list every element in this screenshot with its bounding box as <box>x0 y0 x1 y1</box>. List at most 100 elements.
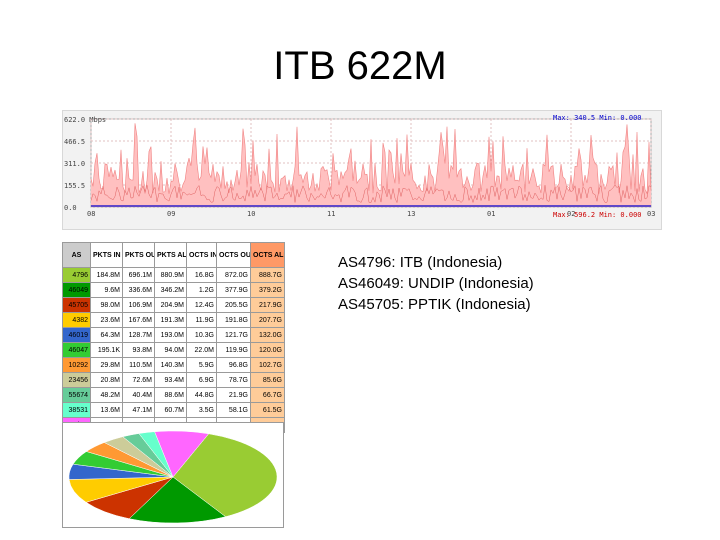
table-cell: 888.7G <box>250 267 285 283</box>
col-header-octs-in: OCTS IN <box>186 242 217 268</box>
table-cell: 121.7G <box>216 327 251 343</box>
y-tick-label: 466.5 <box>64 138 85 146</box>
table-cell: 9.6M <box>90 282 123 298</box>
y-tick-label: 622.0 Mbps <box>64 116 106 124</box>
pie-slice <box>172 433 278 517</box>
x-tick-label: 10 <box>247 210 255 218</box>
table-cell: 29.8M <box>90 357 123 373</box>
table-cell: 85.6G <box>250 372 285 388</box>
max-out-label: Max: 596.2 Min: 0.000 <box>553 211 642 219</box>
table-cell: 195.1K <box>90 342 123 358</box>
table-cell: 191.8G <box>216 312 251 328</box>
table-cell: 88.6M <box>154 387 187 403</box>
table-cell: 21.9G <box>216 387 251 403</box>
table-cell: 12.4G <box>186 297 217 313</box>
table-cell: 128.7M <box>122 327 155 343</box>
x-tick-label: 13 <box>407 210 415 218</box>
table-header-row: AS PKTS IN PKTS OUT PKTS ALL OCTS IN OCT… <box>62 242 285 268</box>
as-cell: 55674 <box>62 387 91 403</box>
table-cell: 336.6M <box>122 282 155 298</box>
table-cell: 217.9G <box>250 297 285 313</box>
table-cell: 346.2M <box>154 282 187 298</box>
table-cell: 205.5G <box>216 297 251 313</box>
legend-line: AS4796: ITB (Indonesia) <box>338 254 503 271</box>
table-cell: 1.2G <box>186 282 217 298</box>
table-cell: 184.8M <box>90 267 123 283</box>
table-cell: 58.1G <box>216 402 251 418</box>
max-in-label: Max: 340.5 Min: 0.000 <box>553 114 642 122</box>
as-cell: 46019 <box>62 327 91 343</box>
legend-line: AS45705: PPTIK (Indonesia) <box>338 296 531 313</box>
table-cell: 13.6M <box>90 402 123 418</box>
table-cell: 6.9G <box>186 372 217 388</box>
table-cell: 132.0G <box>250 327 285 343</box>
as-cell: 23456 <box>62 372 91 388</box>
table-row: 55674 48.2M 40.4M 88.6M 44.8G 21.9G 66.7G <box>62 387 285 403</box>
table-row: 23456 20.8M 72.6M 93.4M 6.9G 78.7G 85.6G <box>62 372 285 388</box>
table-cell: 5.9G <box>186 357 217 373</box>
table-cell: 696.1M <box>122 267 155 283</box>
table-cell: 48.2M <box>90 387 123 403</box>
table-cell: 120.0G <box>250 342 285 358</box>
x-tick-label: 08 <box>87 210 95 218</box>
as-cell: 4796 <box>62 267 91 283</box>
table-row: 10292 29.8M 110.5M 140.3M 5.9G 96.8G 102.7G <box>62 357 285 373</box>
pie-svg <box>68 430 278 524</box>
table-cell: 102.7G <box>250 357 285 373</box>
table-cell: 11.9G <box>186 312 217 328</box>
table-cell: 207.7G <box>250 312 285 328</box>
as-traffic-table: AS PKTS IN PKTS OUT PKTS ALL OCTS IN OCT… <box>62 242 285 433</box>
table-cell: 23.6M <box>90 312 123 328</box>
table-cell: 880.9M <box>154 267 187 283</box>
table-cell: 204.9M <box>154 297 187 313</box>
table-cell: 10.3G <box>186 327 217 343</box>
table-cell: 93.8M <box>122 342 155 358</box>
table-cell: 106.9M <box>122 297 155 313</box>
table-cell: 96.8G <box>216 357 251 373</box>
table-cell: 167.6M <box>122 312 155 328</box>
col-header-pkts-all: PKTS ALL <box>154 242 187 268</box>
as-legend: AS4796: ITB (Indonesia) AS46049: UNDIP (… <box>338 252 534 315</box>
traffic-graph-svg: 622.0 Mbps 466.5 311.0 155.5 0.0 08 09 10 11 13 01… <box>64 114 655 219</box>
col-header-pkts-out: PKTS OUT <box>122 242 155 268</box>
x-tick-label: 02 <box>567 210 575 218</box>
table-cell: 64.3M <box>90 327 123 343</box>
table-cell: 93.4M <box>154 372 187 388</box>
table-row: 46047 195.1K 93.8M 94.0M 22.0M 119.9G 120.0G <box>62 342 285 358</box>
table-cell: 16.8G <box>186 267 217 283</box>
as-cell: 46047 <box>62 342 91 358</box>
col-header-pkts-in: PKTS IN <box>90 242 123 268</box>
y-tick-label: 155.5 <box>64 182 85 190</box>
table-row: 45705 98.0M 106.9M 204.9M 12.4G 205.5G 217.9G <box>62 297 285 313</box>
table-cell: 61.5G <box>250 402 285 418</box>
table-cell: 78.7G <box>216 372 251 388</box>
as-cell: 4382 <box>62 312 91 328</box>
table-cell: 98.0M <box>90 297 123 313</box>
table-cell: 193.0M <box>154 327 187 343</box>
y-tick-label: 0.0 <box>64 204 77 212</box>
traffic-pie-chart <box>62 422 284 528</box>
as-cell: 46049 <box>62 282 91 298</box>
traffic-line-in <box>90 184 652 204</box>
table-row: 46019 64.3M 128.7M 193.0M 10.3G 121.7G 132.0G <box>62 327 285 343</box>
table-cell: 140.3M <box>154 357 187 373</box>
col-header-octs-out: OCTS OUT <box>216 242 251 268</box>
x-tick-label: 03 <box>647 210 655 218</box>
table-cell: 119.9G <box>216 342 251 358</box>
table-cell: 377.9G <box>216 282 251 298</box>
table-cell: 44.8G <box>186 387 217 403</box>
as-cell: 38531 <box>62 402 91 418</box>
table-cell: 72.6M <box>122 372 155 388</box>
table-row: 46049 9.6M 336.6M 346.2M 1.2G 377.9G 379.2G <box>62 282 285 298</box>
table-row: 4382 23.6M 167.6M 191.3M 11.9G 191.8G 207.7G <box>62 312 285 328</box>
col-header-octs-all: OCTS ALL <box>250 242 285 268</box>
legend-line: AS46049: UNDIP (Indonesia) <box>338 275 534 292</box>
table-cell: 40.4M <box>122 387 155 403</box>
table-cell: 379.2G <box>250 282 285 298</box>
table-cell: 22.0M <box>186 342 217 358</box>
slide-title: ITB 622M <box>273 44 447 88</box>
pie-slice <box>154 430 210 478</box>
traffic-area <box>91 123 651 207</box>
as-cell: 45705 <box>62 297 91 313</box>
y-tick-label: 311.0 <box>64 160 85 168</box>
